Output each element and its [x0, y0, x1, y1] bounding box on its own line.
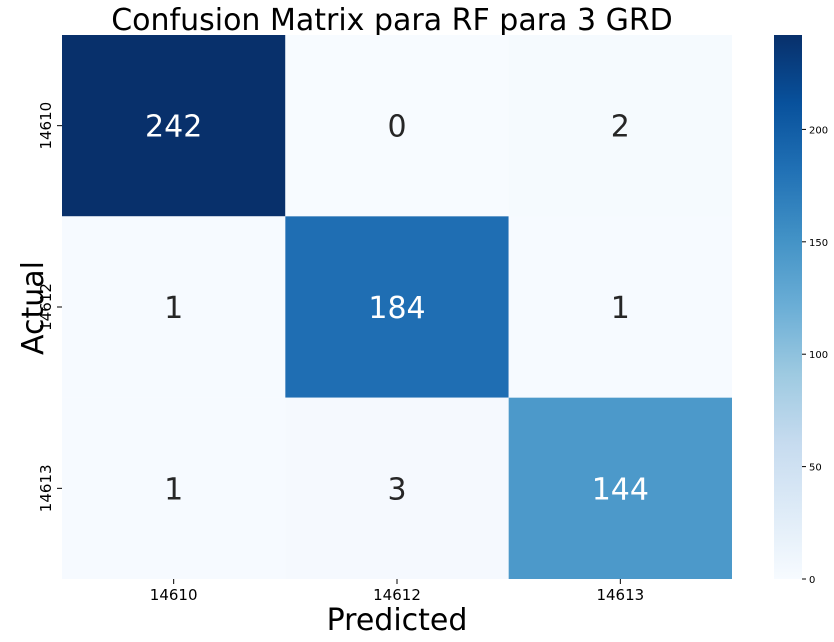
heatmap-cell [62, 216, 286, 398]
x-axis-label: Predicted [327, 603, 468, 638]
cell-value-label: 3 [387, 472, 406, 507]
y-tick-label: 14613 [37, 464, 55, 512]
colorbar [774, 35, 802, 579]
heatmap-cell [508, 35, 732, 217]
cell-value-label: 2 [611, 110, 630, 145]
chart-title: Confusion Matrix para RF para 3 GRD [111, 3, 673, 38]
colorbar-tick-label: 50 [809, 463, 822, 474]
heatmap-cell [285, 216, 509, 398]
heatmap-cell [285, 35, 509, 217]
colorbar-tick-label: 0 [809, 575, 815, 586]
heatmap-cell [62, 397, 286, 579]
heatmap-cells: 242 0 2 1 184 1 1 3 144 [62, 35, 732, 579]
cell-value-label: 0 [387, 110, 406, 145]
heatmap-cell [62, 35, 286, 217]
y-tick-label: 14612 [37, 283, 55, 331]
cell-value-label: 184 [368, 291, 425, 326]
colorbar-tick-label: 150 [809, 238, 828, 249]
heatmap-cell [285, 397, 509, 579]
colorbar-tick-label: 100 [809, 350, 828, 361]
x-tick-label: 14613 [596, 586, 644, 604]
colorbar-tick-label: 200 [809, 125, 828, 136]
cell-value-label: 1 [164, 472, 183, 507]
y-axis-label: Actual [16, 261, 51, 355]
colorbar-ticks: 0 50 100 150 200 [802, 125, 828, 586]
x-tick-label: 14610 [150, 586, 198, 604]
heatmap-cell [508, 216, 732, 398]
heatmap-cell [508, 397, 732, 579]
cell-value-label: 242 [145, 110, 202, 145]
y-tick-label: 14610 [37, 102, 55, 150]
x-axis-ticks: 14610 14612 14613 [150, 579, 644, 604]
x-tick-label: 14612 [373, 586, 421, 604]
cell-value-label: 1 [164, 291, 183, 326]
cell-value-label: 1 [611, 291, 630, 326]
y-axis-ticks: 14610 14612 14613 [37, 102, 62, 512]
cell-value-label: 144 [592, 472, 649, 507]
